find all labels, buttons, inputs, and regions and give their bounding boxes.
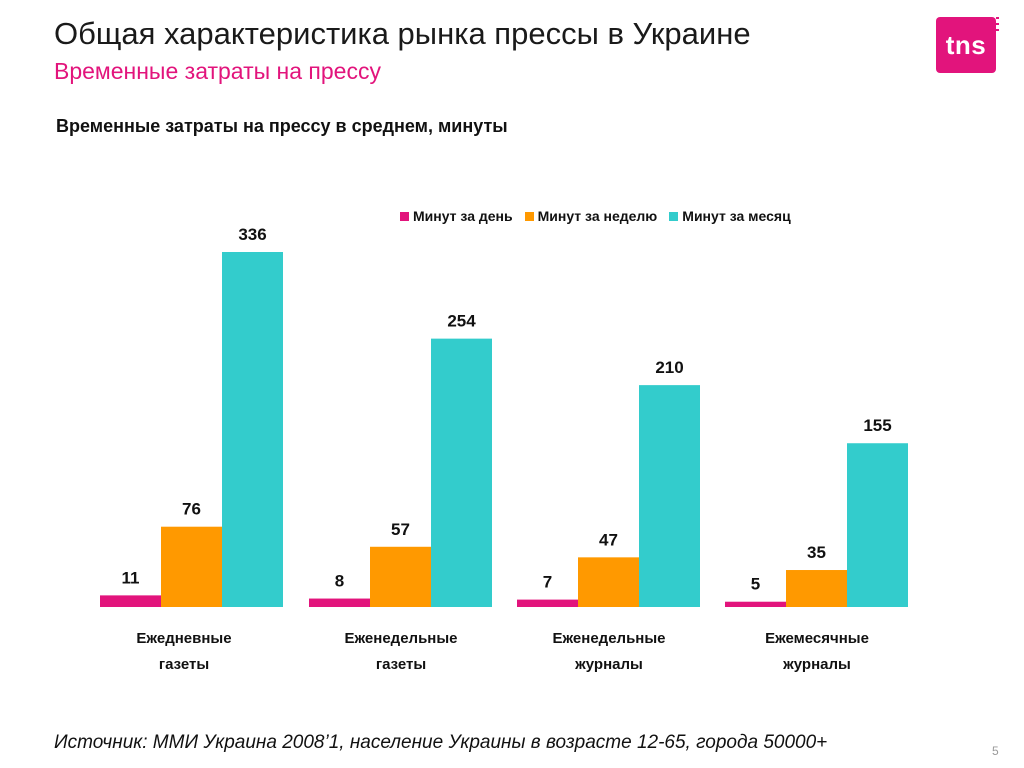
page-number: 5 [992, 744, 999, 758]
logo-accent-lines [996, 17, 999, 73]
data-label-day-3: 7 [543, 573, 552, 592]
category-label-line: Ежемесячные [765, 630, 869, 647]
bar-week-4 [786, 570, 847, 607]
bar-month-2 [431, 338, 492, 607]
bar-day-1 [100, 595, 161, 607]
bar-month-1 [222, 252, 283, 607]
data-label-week-3: 47 [599, 530, 618, 549]
category-label-weekly-newspapers: Еженедельные газеты [311, 626, 491, 678]
category-label-line: Еженедельные [344, 630, 458, 647]
category-label-line: журналы [575, 656, 643, 673]
source-note: Источник: ММИ Украина 2008’1, население … [54, 732, 828, 753]
legend-swatch-week [524, 211, 534, 221]
bar-month-4 [847, 443, 908, 607]
bar-day-2 [309, 598, 370, 607]
category-label-line: журналы [783, 656, 851, 673]
bar-day-3 [517, 599, 578, 607]
legend-swatch-month [669, 211, 679, 221]
bar-week-2 [370, 546, 431, 607]
tns-logo: tns [936, 17, 996, 73]
page-title: Общая характеристика рынка прессы в Укра… [54, 16, 751, 51]
data-label-week-4: 35 [807, 543, 826, 562]
category-label-line: газеты [158, 656, 210, 673]
bar-week-1 [161, 526, 222, 607]
legend-item-month: Минут за месяц [669, 208, 791, 224]
data-label-month-2: 254 [447, 312, 476, 331]
data-label-day-2: 8 [335, 572, 344, 591]
chart-title: Временные затраты на прессу в среднем, м… [56, 116, 508, 136]
data-label-month-1: 336 [238, 225, 266, 244]
data-label-day-4: 5 [751, 575, 760, 594]
category-label-weekly-magazines: Еженедельные журналы [519, 626, 699, 678]
bar-week-3 [578, 557, 639, 607]
category-label-line: газеты [375, 656, 427, 673]
data-label-month-4: 155 [863, 416, 891, 435]
category-label-line: Ежедневные [136, 630, 232, 647]
logo-text: tns [945, 29, 987, 60]
category-label-daily-newspapers: Ежедневные газеты [94, 626, 274, 678]
data-label-day-1: 11 [122, 568, 140, 587]
bar-month-3 [639, 385, 700, 607]
data-label-week-2: 57 [391, 520, 410, 539]
category-label-line: Еженедельные [552, 630, 666, 647]
legend-label-day: Минут за день [413, 208, 513, 224]
chart-legend: Минут за день Минут за неделю Минут за м… [400, 208, 791, 224]
category-label-monthly-magazines: Ежемесячные журналы [727, 626, 907, 678]
page-subtitle: Временные затраты на прессу [54, 58, 381, 84]
bar-day-4 [725, 601, 786, 607]
legend-label-month: Минут за месяц [682, 208, 791, 224]
data-label-month-3: 210 [655, 358, 683, 377]
legend-item-week: Минут за неделю [524, 208, 658, 224]
legend-item-day: Минут за день [400, 208, 513, 224]
data-label-week-1: 76 [182, 500, 201, 519]
legend-swatch-day [400, 211, 409, 221]
legend-label-week: Минут за неделю [537, 208, 658, 224]
